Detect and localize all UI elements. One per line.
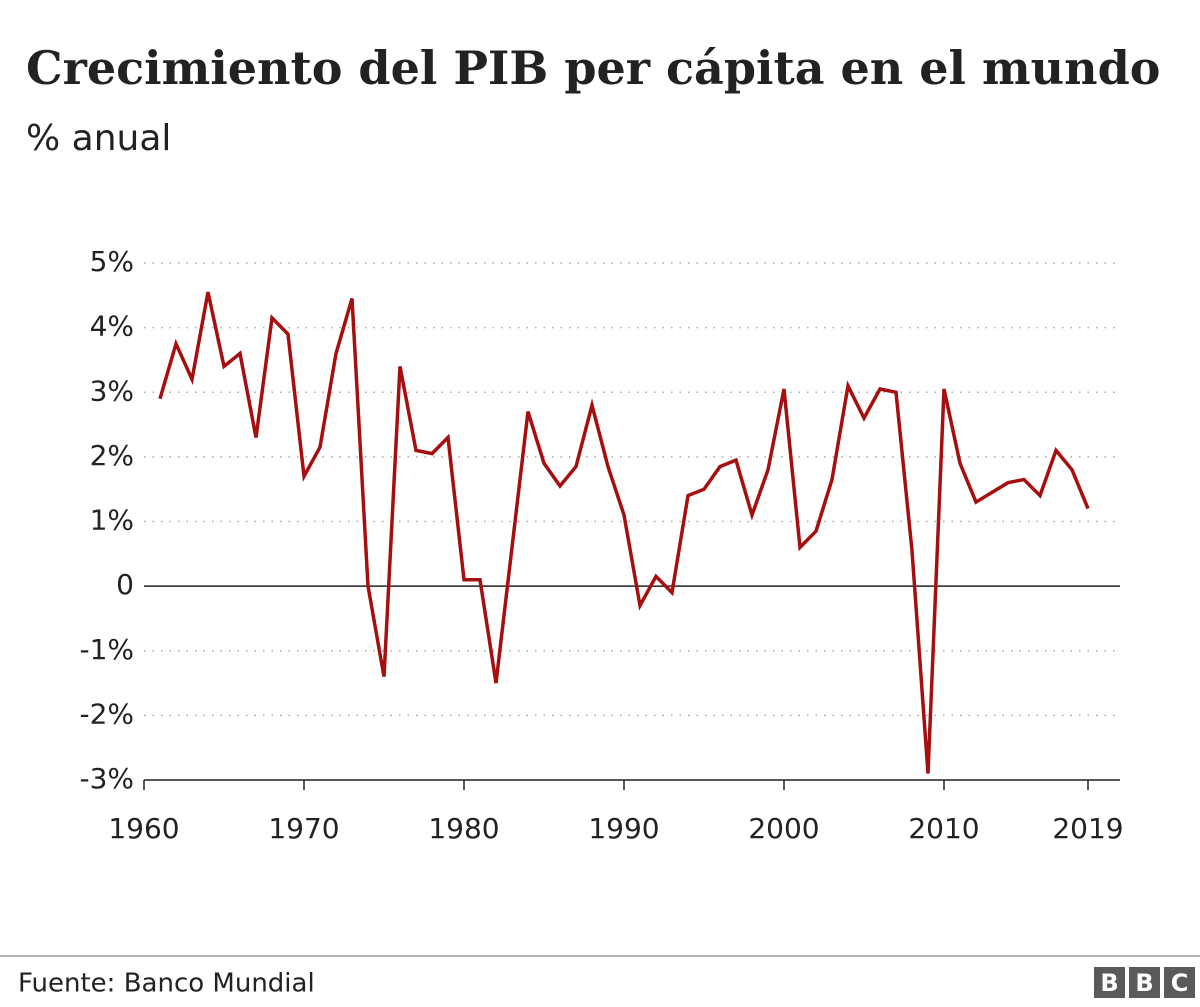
logo-box xyxy=(1094,967,1125,998)
x-tick-label: 2010 xyxy=(908,812,979,845)
y-tick-label: 5% xyxy=(90,245,134,278)
y-tick-label: 0 xyxy=(116,568,134,601)
y-tick-label: -2% xyxy=(79,697,134,730)
y-tick-label: 4% xyxy=(90,310,134,343)
x-tick-label: 1960 xyxy=(108,812,179,845)
data-line xyxy=(158,291,1090,774)
y-tick-label: -3% xyxy=(79,762,134,795)
y-tick-label: 1% xyxy=(90,504,134,537)
y-tick-label: -1% xyxy=(79,633,134,666)
logo-letter: B xyxy=(1100,969,1118,997)
x-tick-label: 1980 xyxy=(428,812,499,845)
logo-box xyxy=(1129,967,1160,998)
logo-box xyxy=(1164,967,1195,998)
y-tick-label: 2% xyxy=(90,439,134,472)
y-tick-label: 3% xyxy=(90,374,134,407)
logo-letter: C xyxy=(1171,969,1189,997)
logo-letter: B xyxy=(1135,969,1153,997)
x-tick-label: 1990 xyxy=(588,812,659,845)
chart-title: Crecimiento del PIB per cápita en el mun… xyxy=(26,41,1160,95)
x-tick-label: 1970 xyxy=(268,812,339,845)
chart-subtitle: % anual xyxy=(26,118,171,159)
x-tick-label: 2019 xyxy=(1052,812,1123,845)
source: Fuente: Banco Mundial xyxy=(18,969,315,999)
x-tick-label: 2000 xyxy=(748,812,819,845)
